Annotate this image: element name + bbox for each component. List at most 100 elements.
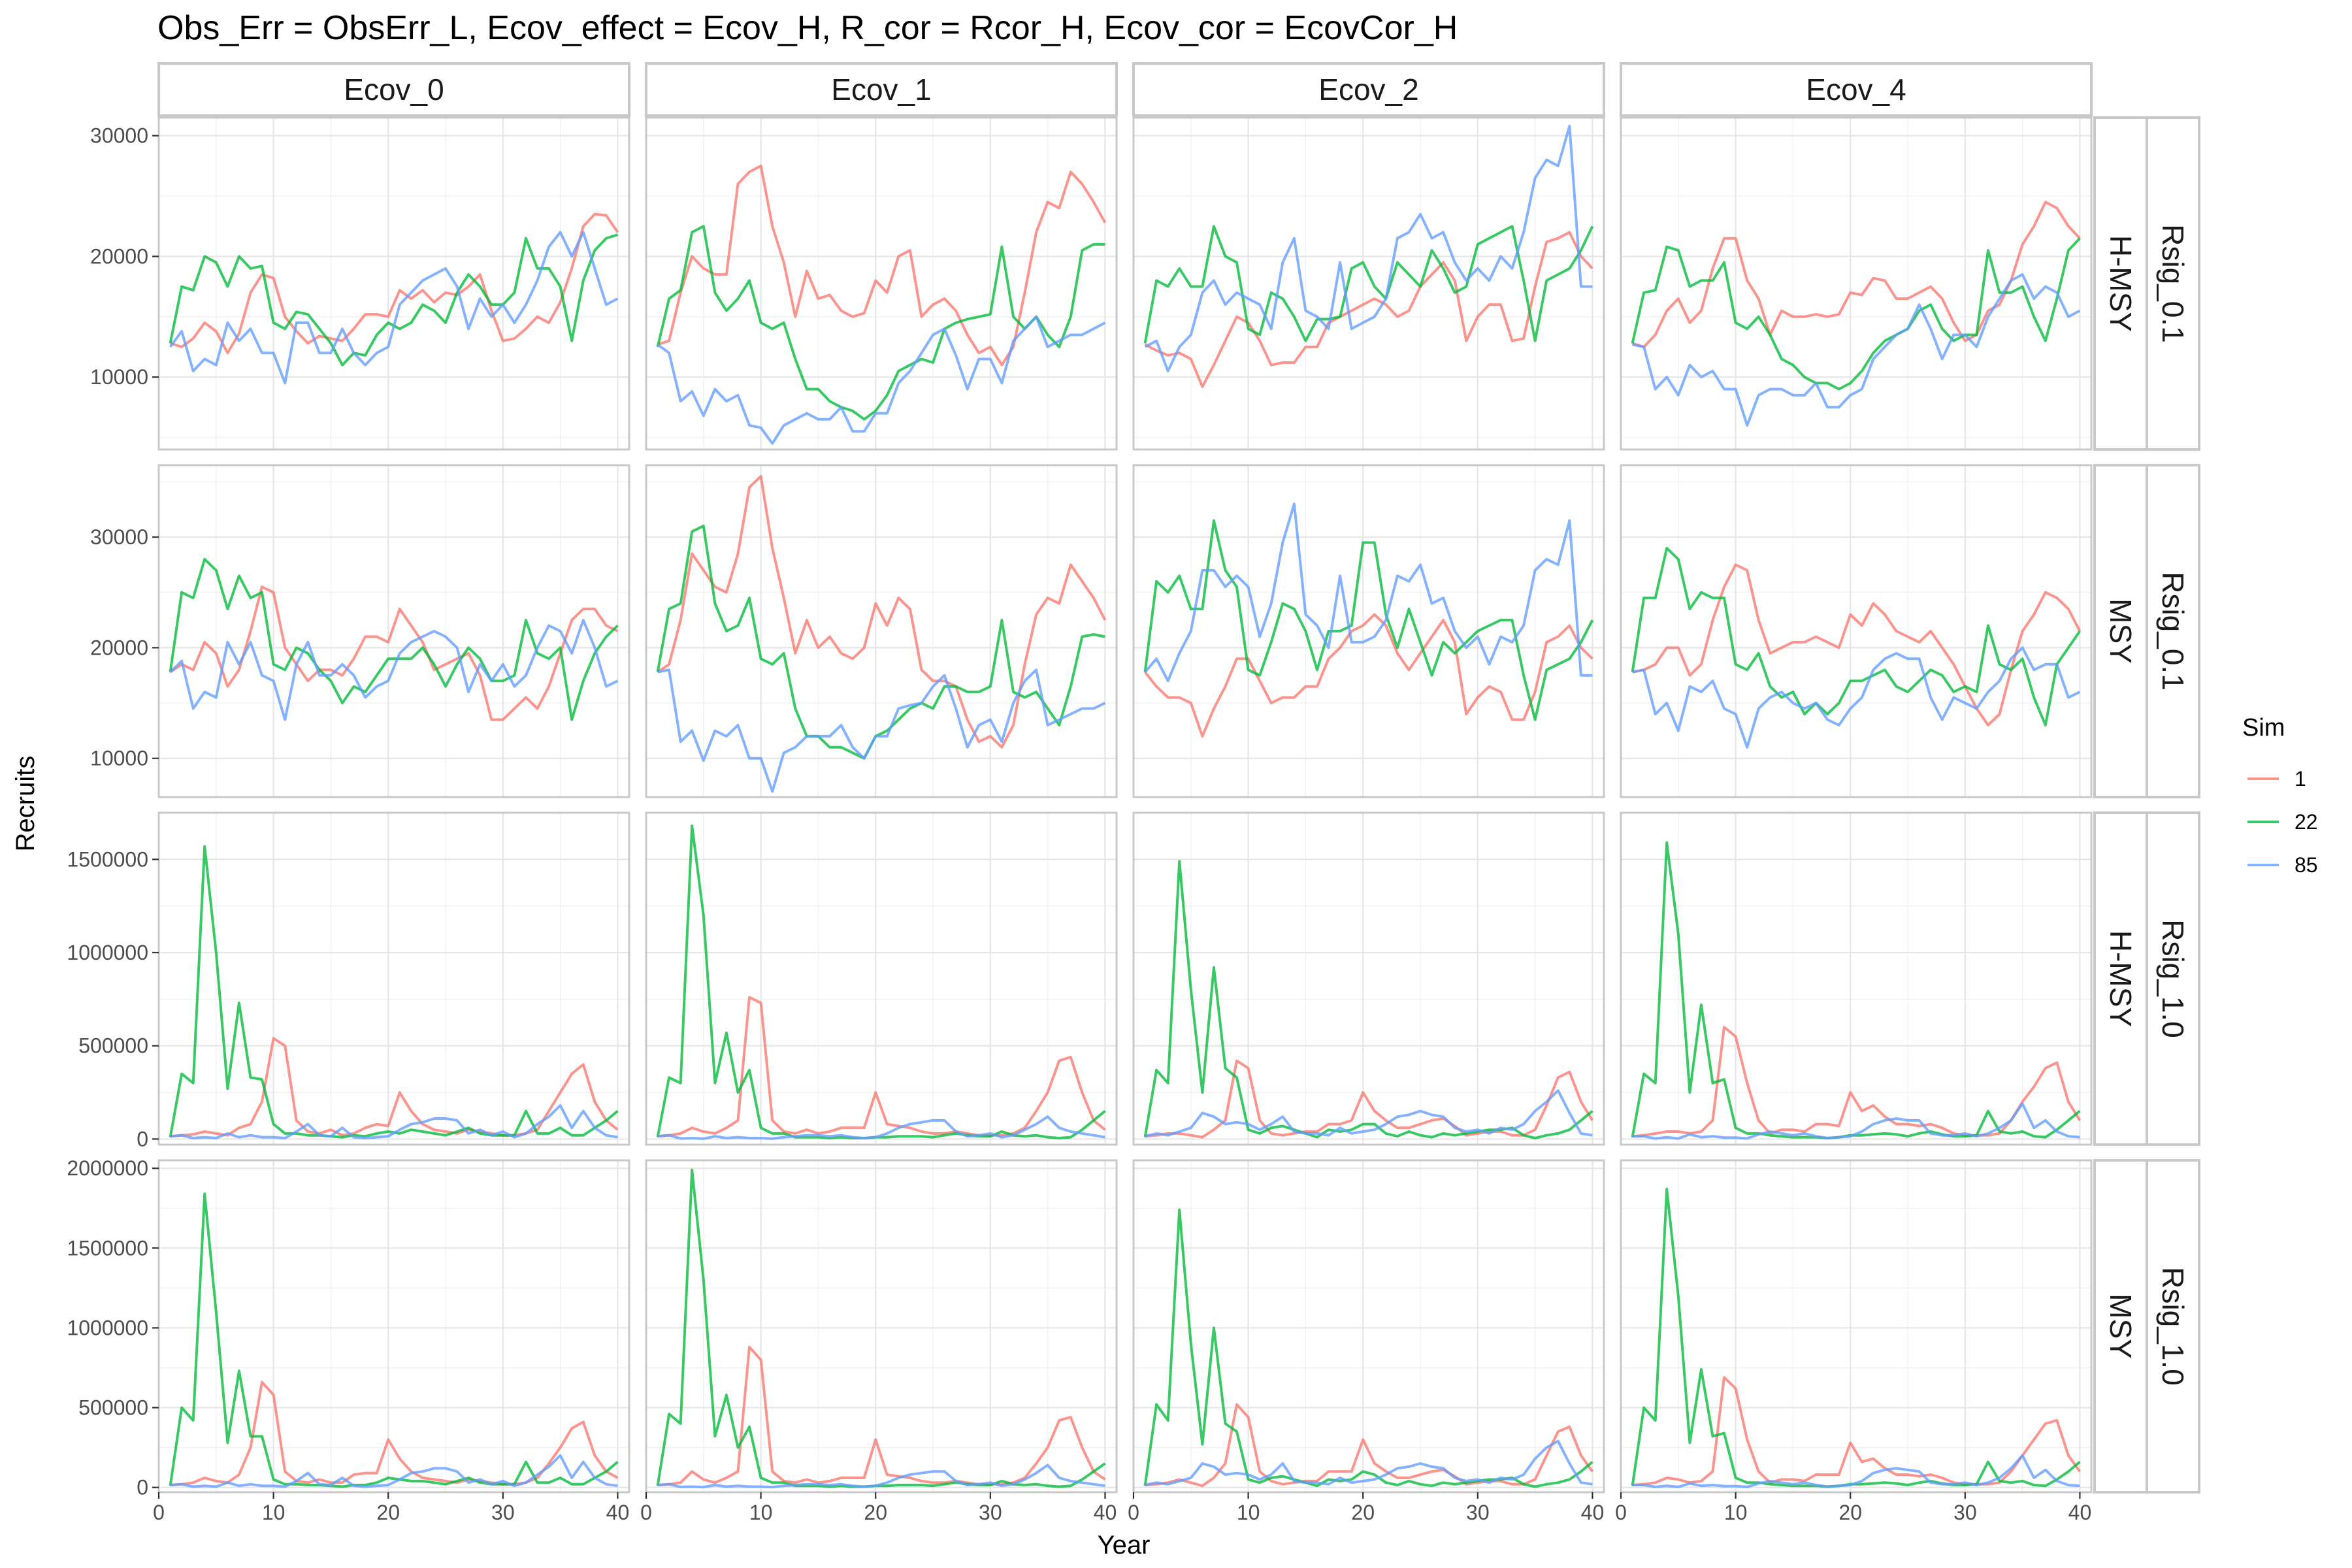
legend-label-sim-85: 85: [2295, 853, 2318, 877]
panel-background: [157, 116, 630, 451]
facet-panel-r1-c4: [1620, 116, 2093, 451]
series-line-sim-85: [1144, 502, 1593, 683]
x-tick-label: 10: [262, 1501, 286, 1524]
panel-background: [1132, 464, 1605, 798]
column-strip-label: Ecov_1: [831, 73, 931, 106]
column-strip-label: Ecov_4: [1806, 73, 1906, 106]
row-strip-inner-label: H-MSY: [2104, 235, 2138, 332]
series-line-sim-22: [656, 825, 1106, 1139]
row-strip-inner: [2093, 464, 2148, 798]
y-tick-label: 0: [137, 1476, 148, 1499]
plot-title: Obs_Err = ObsErr_L, Ecov_effect = Ecov_H…: [157, 9, 1458, 47]
series-line-sim-1: [1632, 563, 2082, 727]
row-strip-inner: [2093, 1159, 2148, 1494]
row-strip-outer: [2146, 464, 2200, 798]
x-tick-label: 0: [640, 1501, 652, 1524]
y-tick-label: 10000: [90, 365, 148, 389]
row-strip-outer-label: Rsig_1.0: [2156, 919, 2190, 1038]
series-line-sim-1: [1144, 231, 1593, 388]
row-strip-outer-label: Rsig_0.1: [2156, 224, 2190, 343]
series-line-sim-1: [657, 164, 1107, 367]
panel-background: [1620, 811, 2093, 1146]
facet-panel-r3-c1: [157, 811, 630, 1146]
series-line-sim-22: [1143, 1208, 1593, 1488]
facet-panel-r3-c2: [645, 811, 1118, 1146]
legend-title: Sim: [2242, 714, 2285, 742]
x-tick-label: 20: [376, 1501, 400, 1524]
x-tick-label: 40: [1581, 1501, 1605, 1524]
series-line-sim-1: [169, 212, 619, 355]
panel-background: [1132, 1159, 1605, 1494]
y-tick-label: 1000000: [67, 941, 148, 964]
panel-background: [1620, 116, 2093, 451]
series-line-sim-85: [169, 619, 619, 721]
series-line-sim-22: [1631, 237, 2081, 391]
panel-border: [157, 811, 630, 1146]
legend-label-sim-22: 22: [2295, 810, 2318, 834]
series-line-sim-22: [169, 557, 619, 721]
panel-background: [1620, 464, 2093, 798]
column-strip: [1620, 62, 2093, 117]
facet-panel-r4-c1: [157, 1159, 630, 1494]
x-tick-label: 10: [1237, 1501, 1260, 1524]
panel-border: [645, 116, 1118, 451]
series-line-sim-22: [1143, 860, 1593, 1139]
series-line-sim-22: [169, 1192, 619, 1488]
x-tick-label: 0: [153, 1501, 165, 1524]
y-tick-label: 30000: [90, 525, 148, 549]
x-tick-label: 0: [1128, 1501, 1139, 1524]
panel-background: [157, 464, 630, 798]
panel-border: [1132, 1159, 1605, 1494]
row-strip-inner: [2093, 116, 2148, 451]
facet-panel-r4-c3: [1132, 1159, 1605, 1494]
facet-panel-r4-c2: [645, 1159, 1118, 1494]
facet-panel-r2-c3: [1132, 464, 1605, 798]
y-tick-label: 30000: [90, 124, 148, 148]
facet-panel-r4-c4: [1620, 1159, 2093, 1494]
series-line-sim-22: [656, 1168, 1106, 1488]
column-strip: [645, 62, 1118, 117]
series-line-sim-85: [657, 315, 1106, 445]
row-strip-outer: [2146, 116, 2200, 451]
row-strip-outer: [2146, 1159, 2200, 1494]
facet-panel-r2-c2: [645, 464, 1118, 798]
series-line-sim-22: [656, 525, 1105, 760]
column-strip-label: Ecov_0: [344, 73, 444, 106]
panel-border: [645, 811, 1118, 1146]
y-axis-title: Recruits: [11, 756, 40, 852]
x-tick-label: 20: [1351, 1501, 1375, 1524]
legend-items: 1 22 85: [2247, 767, 2318, 877]
series-line-sim-1: [1145, 1059, 1594, 1139]
row-strip-inner-label: H-MSY: [2104, 930, 2138, 1027]
panel-border: [1132, 811, 1605, 1146]
series-line-sim-85: [1632, 646, 2081, 749]
panel-border: [1132, 464, 1605, 798]
y-tick-label: 0: [137, 1127, 148, 1151]
series-line-sim-1: [1632, 1376, 2082, 1486]
panel-background: [645, 116, 1118, 451]
legend-label-sim-1: 1: [2295, 767, 2306, 791]
panel-border: [1620, 116, 2093, 451]
y-tick-label: 2000000: [67, 1156, 148, 1180]
y-tick-label: 1500000: [67, 1236, 148, 1260]
panel-background: [157, 1159, 630, 1494]
series-line-sim-1: [1632, 1026, 2082, 1138]
facet-panel-r2-c4: [1620, 464, 2093, 798]
x-axis-ticks: 0 10 20 30 40 0 10 20 30 40 0 10 20 30 40 0 10 20 30 40: [153, 1492, 2091, 1524]
x-tick-label: 30: [1466, 1501, 1490, 1524]
series-line-sim-85: [1632, 1102, 2080, 1140]
y-tick-label: 1500000: [67, 847, 148, 871]
series-line-sim-1: [657, 996, 1106, 1138]
panel-border: [157, 116, 630, 451]
series-line-sim-1: [657, 1345, 1106, 1486]
series-line-sim-85: [657, 1463, 1105, 1489]
x-tick-label: 40: [1094, 1501, 1117, 1524]
row-strip-inner-label: MSY: [2104, 1294, 2138, 1359]
column-strip: [1132, 62, 1605, 117]
x-tick-label: 10: [1724, 1501, 1748, 1524]
series-line-sim-85: [657, 668, 1106, 793]
panel-border: [157, 1159, 630, 1494]
series-line-sim-85: [169, 231, 619, 385]
facet-panel-r1-c2: [645, 116, 1118, 451]
